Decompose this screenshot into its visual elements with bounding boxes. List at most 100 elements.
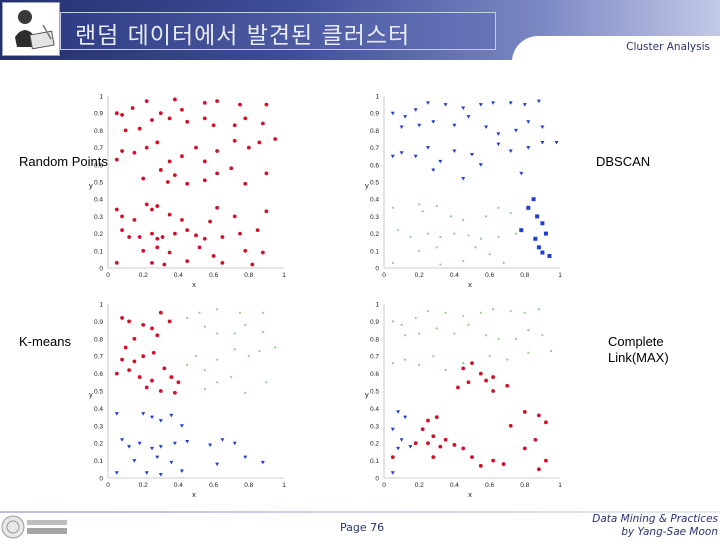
data-point <box>390 455 395 460</box>
x-tick-label: 1 <box>282 272 286 279</box>
data-point <box>443 437 448 442</box>
data-point <box>403 115 408 119</box>
y-tick-label: 0.2 <box>370 231 379 238</box>
y-tick-label: 0.5 <box>94 180 103 187</box>
data-point <box>536 99 541 104</box>
y-tick-label: 0.8 <box>370 336 379 343</box>
data-point <box>461 366 466 371</box>
data-point <box>435 327 438 330</box>
data-point <box>527 351 530 354</box>
data-point <box>233 332 236 335</box>
data-point <box>155 140 160 145</box>
data-point <box>274 346 277 349</box>
data-point <box>158 473 163 477</box>
data-point <box>273 137 278 141</box>
scatter-dbscan: 0 0.1 0.2 0.3 0.4 0.5 0.6 0.7 0.8 0.9 1 0 0.2 0.4 0.6 0… <box>365 94 562 290</box>
data-point <box>540 250 545 255</box>
data-point <box>264 102 269 107</box>
data-point <box>114 111 119 116</box>
data-point <box>186 316 189 320</box>
y-tick-label: 0.7 <box>94 145 103 152</box>
data-point <box>519 228 524 233</box>
data-point <box>229 166 234 171</box>
data-point <box>137 441 142 446</box>
data-point <box>160 235 165 239</box>
data-point <box>417 123 422 128</box>
data-point <box>497 235 500 239</box>
data-point <box>544 458 548 463</box>
data-point <box>496 142 501 147</box>
data-point <box>197 245 202 250</box>
footer-credit: Data Mining & Practices by Yang-Sae Moon <box>592 513 718 539</box>
data-point <box>185 439 190 444</box>
data-point <box>232 214 237 219</box>
data-point <box>514 337 518 340</box>
x-tick-label: 0.6 <box>209 272 218 279</box>
y-tick-label: 0.7 <box>370 145 379 152</box>
x-tick-label: 0.6 <box>209 482 218 489</box>
data-point <box>162 262 167 267</box>
data-point <box>167 250 172 255</box>
data-point <box>467 323 470 326</box>
data-point <box>211 123 216 128</box>
data-point <box>127 445 132 449</box>
data-point <box>484 215 488 218</box>
data-point <box>508 423 513 428</box>
data-point <box>120 214 124 219</box>
data-point <box>497 206 500 209</box>
x-tick-label: 0.2 <box>415 482 424 489</box>
data-point <box>452 149 457 154</box>
data-point <box>540 140 545 145</box>
x-tick-label: 0 <box>106 272 110 279</box>
y-tick-label: 1 <box>375 302 379 309</box>
data-point <box>491 375 496 379</box>
y-axis-label: y <box>365 181 369 190</box>
data-point <box>137 126 142 131</box>
data-point <box>403 415 408 420</box>
data-point <box>505 383 510 388</box>
y-tick-label: 0.7 <box>94 354 103 361</box>
y-tick-label: 0.2 <box>94 231 103 238</box>
data-point <box>509 309 512 313</box>
data-point <box>180 154 184 159</box>
y-tick-label: 0 <box>99 476 103 483</box>
data-point <box>470 152 474 157</box>
data-point <box>418 363 421 366</box>
data-point <box>540 125 545 129</box>
presenter-logo <box>2 2 60 56</box>
data-point <box>434 415 439 419</box>
y-axis-label: y <box>89 390 93 399</box>
data-point <box>243 116 248 121</box>
data-point <box>144 99 149 104</box>
y-tick-label: 1 <box>99 302 103 309</box>
y-tick-label: 0.8 <box>370 128 379 135</box>
data-point <box>261 330 264 333</box>
data-point <box>391 362 394 365</box>
y-tick-label: 0.8 <box>94 336 103 343</box>
x-tick-label: 1 <box>558 272 562 279</box>
data-point <box>186 363 189 366</box>
data-point <box>462 315 465 318</box>
data-point <box>215 171 220 176</box>
data-point <box>478 463 483 468</box>
data-point <box>141 322 146 327</box>
data-point <box>130 106 135 110</box>
data-point <box>390 154 395 159</box>
data-point <box>435 204 438 208</box>
y-tick-label: 0.1 <box>94 248 103 255</box>
data-point <box>243 455 248 460</box>
data-point <box>247 355 250 358</box>
data-point <box>554 140 559 145</box>
data-point <box>508 101 513 105</box>
data-point <box>452 123 457 128</box>
y-tick-label: 0.9 <box>94 319 103 326</box>
y-axis-label: y <box>89 181 93 190</box>
data-point <box>180 217 184 222</box>
y-tick-label: 0.1 <box>370 458 379 465</box>
data-point <box>506 358 509 361</box>
data-point <box>444 311 447 314</box>
data-point <box>536 413 541 418</box>
data-point <box>114 207 119 212</box>
x-tick-label: 0.8 <box>520 482 529 489</box>
data-point <box>260 460 265 465</box>
